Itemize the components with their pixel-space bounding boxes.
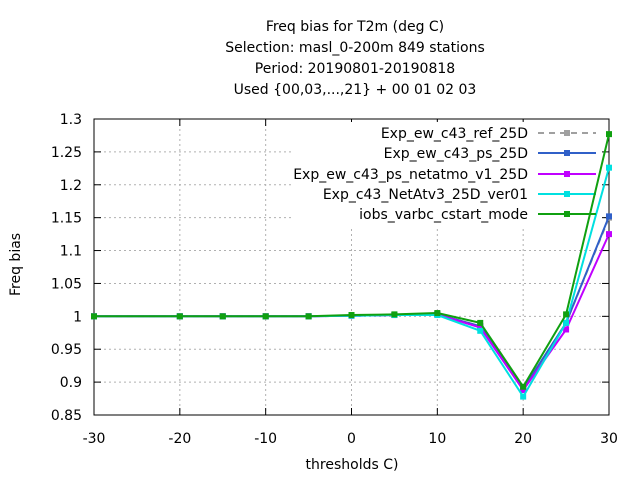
x-tick-label: -20 <box>168 431 191 447</box>
series-point <box>520 387 527 394</box>
series-line <box>94 133 610 388</box>
y-tick-label: 1.05 <box>51 276 82 292</box>
series-point <box>520 383 527 390</box>
series-point <box>219 313 226 320</box>
y-tick-label: 1.1 <box>60 244 82 260</box>
x-tick-label: 0 <box>347 431 356 447</box>
series-line <box>94 217 610 390</box>
y-tick-label: 1 <box>73 309 82 325</box>
x-tick-label: 10 <box>428 431 446 447</box>
legend-label: iobs_varbc_cstart_mode <box>359 207 528 223</box>
series-point <box>477 319 484 326</box>
legend-label: Exp_ew_c43_ref_25D <box>381 126 528 142</box>
y-tick-label: 1.25 <box>51 145 82 161</box>
series-point <box>262 313 269 320</box>
series-point <box>176 313 183 320</box>
y-tick-label: 0.9 <box>60 375 82 391</box>
chart-title-line-1: Freq bias for T2m (deg C) <box>265 19 445 35</box>
series-point <box>563 311 570 318</box>
legend-marker <box>564 211 570 217</box>
y-tick-label: 1.15 <box>51 211 82 227</box>
y-tick-label: 1.2 <box>60 178 82 194</box>
x-tick-label: 20 <box>514 431 532 447</box>
series-point <box>477 327 484 334</box>
legend-label: Exp_ew_c43_ps_25D <box>384 146 528 162</box>
series-line <box>94 216 610 390</box>
legend-marker <box>564 191 570 197</box>
x-tick-label: 30 <box>600 431 618 447</box>
legend-label: Exp_ew_c43_ps_netatmo_v1_25D <box>293 167 528 183</box>
series-point <box>563 319 570 326</box>
series-point <box>606 131 612 138</box>
series-point <box>391 311 398 318</box>
chart-title-line-4: Used {00,03,...,21} + 00 01 02 03 <box>233 82 477 98</box>
chart-title-line-2: Selection: masl_0-200m 849 stations <box>225 40 485 56</box>
y-tick-label: 0.95 <box>51 342 82 358</box>
series-point <box>305 313 312 320</box>
x-tick-label: -30 <box>83 431 106 447</box>
x-tick-label: -10 <box>254 431 277 447</box>
y-tick-label: 0.85 <box>51 408 82 424</box>
x-axis-label: thresholds C) <box>305 457 399 473</box>
series-point <box>606 231 612 238</box>
legend-label: Exp_c43_NetAtv3_25D_ver01 <box>323 187 528 203</box>
series-point <box>520 393 527 400</box>
series-point <box>606 164 612 171</box>
y-tick-label: 1.3 <box>60 112 82 128</box>
series-point <box>434 310 441 317</box>
series-point <box>348 312 355 319</box>
series-point <box>91 313 97 320</box>
chart-title-line-3: Period: 20190801-20190818 <box>254 61 456 77</box>
legend-marker <box>564 130 570 136</box>
legend-marker <box>564 150 570 156</box>
series-point <box>477 324 484 331</box>
plot-frame <box>93 118 610 416</box>
series-point <box>563 326 570 333</box>
legend-marker <box>564 171 570 177</box>
series-point <box>606 213 612 220</box>
